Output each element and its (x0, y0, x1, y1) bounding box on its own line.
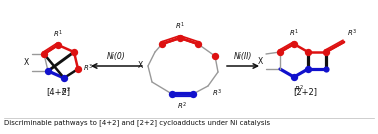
Text: X: X (258, 57, 263, 66)
Text: X: X (24, 58, 29, 67)
Text: Ni(0): Ni(0) (107, 52, 126, 61)
Point (55, 44, 61, 46)
Text: $R^2$: $R^2$ (294, 84, 304, 95)
Point (305, 51, 311, 53)
Point (323, 51, 329, 53)
Point (323, 68, 329, 70)
Text: $R^2$: $R^2$ (177, 101, 187, 112)
Text: $R^3$: $R^3$ (347, 28, 357, 39)
Text: $R^1$: $R^1$ (289, 28, 299, 39)
Point (177, 37, 183, 39)
Text: $R^1$: $R^1$ (175, 21, 185, 32)
Point (169, 93, 175, 95)
Point (195, 43, 201, 45)
Point (41, 53, 47, 55)
Point (291, 76, 297, 78)
Point (305, 68, 311, 70)
Text: $R^3$: $R^3$ (83, 62, 93, 74)
Text: X: X (138, 62, 143, 70)
Text: $R^3$: $R^3$ (212, 88, 222, 99)
Text: $R^2$: $R^2$ (61, 86, 71, 97)
Text: [4+2]: [4+2] (46, 88, 70, 96)
Point (75, 68, 81, 70)
Point (71, 51, 77, 53)
Point (291, 43, 297, 45)
Point (159, 43, 165, 45)
Point (61, 77, 67, 79)
Text: Ni(II): Ni(II) (234, 52, 252, 61)
Text: [2+2]: [2+2] (293, 88, 317, 96)
Point (212, 55, 218, 57)
Point (45, 70, 51, 72)
Point (190, 93, 196, 95)
Text: Discriminable pathways to [4+2] and [2+2] cycloadducts under Ni catalysis: Discriminable pathways to [4+2] and [2+2… (4, 120, 270, 126)
Point (277, 51, 283, 53)
Text: $R^1$: $R^1$ (53, 29, 63, 40)
